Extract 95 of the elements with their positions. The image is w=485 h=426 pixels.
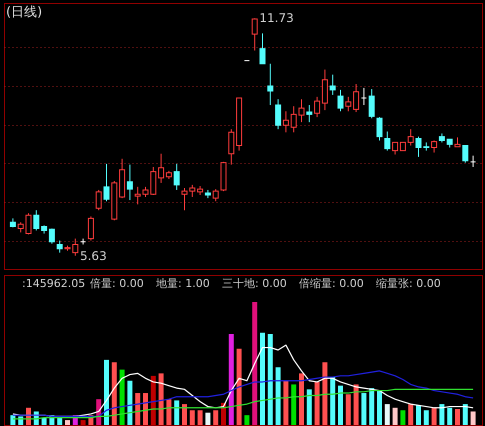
bar: [260, 332, 265, 425]
candlestick: [330, 74, 336, 96]
candlestick: [314, 96, 320, 118]
bar: [377, 390, 382, 425]
text: :145962.05: [22, 277, 86, 290]
candlestick: [360, 87, 367, 106]
bar: [408, 404, 414, 425]
bar: [314, 382, 320, 425]
candlestick: [134, 186, 141, 205]
bar: [416, 405, 421, 425]
bar: [65, 420, 70, 425]
candlestick: [431, 140, 438, 154]
candlestick: [18, 222, 24, 233]
bar: [127, 380, 132, 425]
bar: [182, 404, 187, 425]
bar: [439, 404, 444, 425]
candlestick: [368, 88, 375, 119]
bar: [104, 360, 109, 425]
bar: [447, 408, 452, 425]
bar: [80, 420, 86, 425]
candlestick: [126, 164, 133, 201]
bar: [174, 400, 180, 425]
chart-title: (日线): [6, 5, 42, 20]
bar: [283, 380, 288, 425]
text: 地量: 1.00: [155, 277, 210, 290]
candlestick: [252, 18, 258, 52]
bar: [400, 410, 406, 425]
candlestick: [462, 145, 468, 164]
bar: [299, 373, 304, 425]
candlestick: [88, 216, 94, 242]
bar: [392, 408, 398, 425]
candlestick: [376, 116, 382, 141]
candlestick: [470, 155, 476, 168]
bar: [455, 409, 460, 425]
candlestick: [306, 104, 312, 123]
bar: [112, 362, 117, 425]
candlestick: [298, 98, 304, 123]
bar: [354, 384, 359, 425]
text: 缩量张: 0.00: [376, 277, 441, 290]
bar: [338, 386, 343, 425]
bar: [470, 411, 476, 425]
bar: [330, 377, 336, 425]
bar: [213, 410, 218, 425]
bar: [432, 408, 437, 425]
bar: [369, 388, 374, 425]
bar: [268, 334, 273, 425]
annotation: 5.63: [80, 248, 107, 263]
candlestick: [392, 142, 398, 155]
bar: [291, 384, 296, 425]
candlestick: [174, 163, 180, 190]
candlestick: [338, 89, 344, 112]
bar: [228, 334, 234, 425]
bar: [306, 389, 312, 425]
bar: [236, 348, 242, 425]
candlestick: [182, 187, 188, 211]
candlestick: [267, 63, 274, 106]
candlestick: [212, 188, 219, 202]
annotation: 11.73: [259, 11, 294, 26]
bar: [276, 367, 281, 425]
candlestick: [260, 32, 266, 64]
bar: [322, 362, 328, 425]
bar: [252, 302, 258, 425]
candlestick: [416, 136, 422, 158]
text: 倍量: 0.00: [90, 277, 144, 290]
bar: [135, 393, 140, 425]
bar: [150, 376, 156, 425]
bar: [198, 410, 203, 425]
candlestick: [48, 228, 55, 244]
candlestick: [104, 163, 110, 202]
bar: [361, 393, 366, 425]
bar: [190, 410, 195, 425]
candlestick: [56, 240, 63, 254]
candlestick: [384, 131, 390, 152]
candlestick: [322, 69, 328, 111]
bar: [244, 415, 250, 425]
bar: [143, 393, 148, 425]
bar: [424, 410, 429, 425]
bar: [205, 412, 210, 425]
bar: [462, 404, 468, 425]
candlestick: [72, 238, 78, 256]
bar: [10, 415, 16, 425]
bar: [158, 373, 164, 425]
candlestick: [96, 189, 102, 211]
bar: [166, 399, 172, 425]
candlestick: [142, 186, 148, 198]
bar: [57, 418, 62, 425]
bar: [346, 394, 351, 425]
bar: [120, 370, 125, 425]
text: 三十地: 0.00: [222, 277, 287, 290]
bar: [384, 404, 390, 425]
text: 倍缩量: 0.00: [299, 277, 364, 290]
bar: [42, 418, 47, 425]
candlestick: [275, 98, 282, 130]
candlestick: [454, 136, 460, 148]
candlestick: [26, 212, 32, 235]
